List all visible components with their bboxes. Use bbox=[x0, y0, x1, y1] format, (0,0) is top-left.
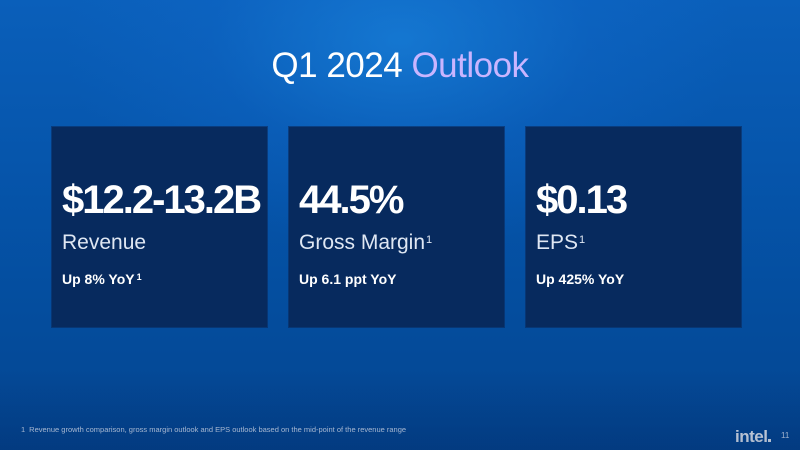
revenue-card: $12.2-13.2B Revenue Up 8% YoY 1 bbox=[52, 127, 267, 327]
eps-card: $0.13 EPS1 Up 425% YoY bbox=[526, 127, 741, 327]
gross-margin-value: 44.5% bbox=[299, 178, 404, 222]
title-quarter: Q1 2024 bbox=[271, 46, 403, 85]
eps-label: EPS1 bbox=[536, 231, 586, 254]
footnote-text: Revenue growth comparison, gross margin … bbox=[29, 425, 407, 434]
gross-margin-label-footnote: 1 bbox=[426, 234, 433, 246]
footnote-number: 1 bbox=[21, 425, 26, 434]
gross-margin-label: Gross Margin1 bbox=[299, 231, 433, 254]
revenue-growth: Up 8% YoY 1 bbox=[62, 271, 142, 287]
eps-growth: Up 425% YoY bbox=[536, 271, 625, 287]
footnote: 1 Revenue growth comparison, gross margin… bbox=[21, 425, 406, 435]
revenue-label: Revenue bbox=[62, 231, 147, 254]
eps-label-footnote: 1 bbox=[579, 234, 586, 246]
intel-logo: intel bbox=[735, 427, 772, 447]
gross-margin-growth: Up 6.1 ppt YoY bbox=[299, 271, 397, 287]
revenue-value: $12.2-13.2B bbox=[62, 178, 262, 222]
logo-dot-icon bbox=[768, 439, 772, 442]
title-outlook: Outlook bbox=[411, 46, 529, 85]
eps-value: $0.13 bbox=[536, 178, 628, 222]
slide-title: Q1 2024 Outlook bbox=[0, 46, 800, 86]
gross-margin-card: 44.5% Gross Margin1 Up 6.1 ppt YoY bbox=[289, 127, 504, 327]
revenue-growth-footnote: 1 bbox=[136, 272, 142, 282]
page-number: 11 bbox=[781, 431, 790, 440]
